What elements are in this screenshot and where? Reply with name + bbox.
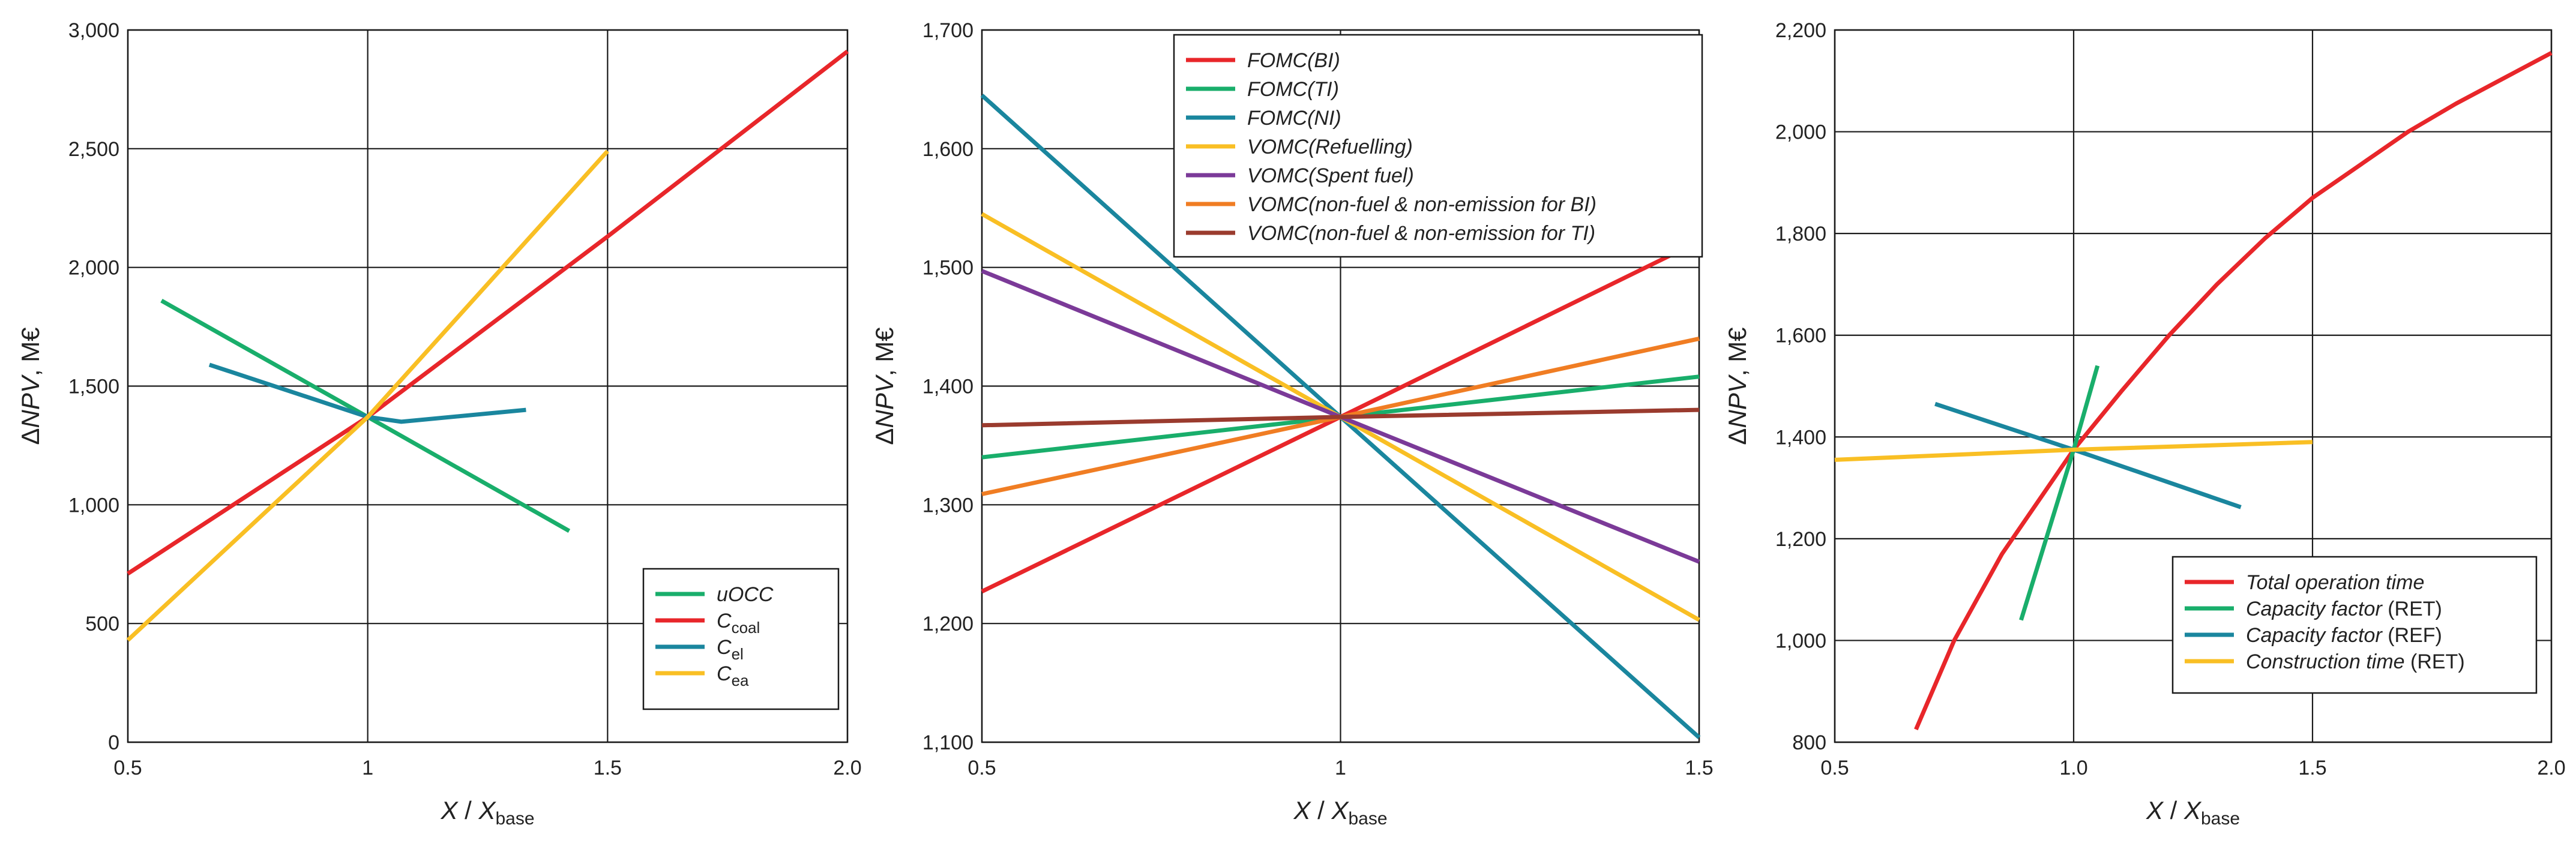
plot-frame [127, 29, 849, 743]
legend-label-c-el: Cel [717, 636, 744, 663]
series-line-c-ea [126, 149, 609, 642]
plot-frame [981, 29, 1700, 743]
y-tick-label: 1,200 [1775, 528, 1826, 551]
y-tick-label: 1,200 [922, 613, 974, 635]
x-tick-label: 2.0 [833, 757, 861, 779]
legend-label-capacity-factor-ret: Capacity factor (RET) [2246, 598, 2442, 620]
y-tick-label: 3,000 [68, 19, 119, 42]
x-axis-title: X / Xbase [1293, 796, 1387, 829]
y-tick-label: 0 [108, 731, 119, 754]
y-tick-label: 1,400 [922, 376, 974, 398]
y-tick-label: 800 [1792, 731, 1826, 754]
series-line-c-coal [127, 49, 849, 576]
legend: FOMC(BI) FOMC(TI) FOMC(NI) VOMC(Refuelling)… [1173, 34, 1703, 258]
series-line-c-el [208, 362, 526, 424]
y-tick-label: 2,000 [68, 257, 119, 280]
legend-label-fomc-ni: FOMC(NI) [1247, 107, 1341, 130]
legend-label-total-operation-time: Total operation time [2246, 571, 2424, 594]
y-tick-label: 2,200 [1775, 19, 1826, 42]
legend-label-vomc-non-fuel-non-emission-for-ti: VOMC(non-fuel & non-emission for TI) [1247, 222, 1595, 245]
y-tick-label: 1,400 [1775, 426, 1826, 449]
series-line-total-operation-time [1914, 51, 2553, 731]
y-tick-label: 2,000 [1775, 121, 1826, 144]
x-tick-label: 1.5 [594, 757, 622, 779]
y-tick-label: 1,700 [922, 19, 974, 42]
legend-label-vomc-refuelling: VOMC(Refuelling) [1247, 136, 1413, 158]
chart-operation-parameters: 800 1,000 1,200 1,400 1,600 1,800 2,000 2,200 0.… [1723, 19, 2566, 829]
legend-label-capacity-factor-ref: Capacity factor (REF) [2246, 624, 2442, 647]
y-tick-label: 1,600 [1775, 325, 1826, 347]
y-tick-label: 1,100 [922, 731, 974, 754]
y-tick-label: 500 [85, 613, 119, 635]
legend-label-construction-time-ret: Construction time (RET) [2246, 650, 2465, 673]
legend: Total operation time Capacity factor (RET… [2171, 556, 2538, 694]
y-axis-title: ΔNPV, M€ [1723, 327, 1751, 445]
legend-label-uocc: uOCC [717, 583, 774, 606]
y-tick-label: 1,000 [68, 494, 119, 517]
x-tick-label: 0.5 [113, 757, 142, 779]
y-tick-label: 1,800 [1775, 223, 1826, 245]
y-tick-label: 1,500 [68, 376, 119, 398]
series-line-construction-time-ret [1834, 440, 2313, 462]
y-axis-title: ΔNPV, M€ [16, 327, 44, 445]
legend-label-vomc-non-fuel-non-emission-for-bi: VOMC(non-fuel & non-emission for BI) [1247, 193, 1596, 216]
legend-box [2171, 556, 2538, 694]
x-tick-label: 2.0 [2537, 757, 2565, 779]
plot-frame [1834, 29, 2553, 743]
x-axis-title: X / Xbase [2146, 796, 2240, 829]
legend-label-c-ea: Cea [717, 662, 749, 689]
legend-box [1173, 34, 1703, 258]
x-tick-label: 1.0 [2059, 757, 2087, 779]
chart-coal-plant: 0 500 1,000 1,500 2,000 2,500 3,000 0.5 1 1.5 2.0 X… [16, 19, 862, 829]
x-tick-label: 0.5 [968, 757, 996, 779]
y-tick-label: 1,300 [922, 494, 974, 517]
y-tick-label: 1,600 [922, 138, 974, 161]
legend-label-fomc-ti: FOMC(TI) [1247, 78, 1339, 101]
x-tick-label: 0.5 [1820, 757, 1849, 779]
x-tick-label: 1 [1335, 757, 1346, 779]
x-tick-label: 1.5 [1685, 757, 1713, 779]
y-tick-label: 1,500 [922, 257, 974, 280]
y-tick-label: 1,000 [1775, 629, 1826, 652]
x-axis-title: X / Xbase [440, 796, 534, 829]
legend-label-vomc-spent-fuel: VOMC(Spent fuel) [1247, 164, 1414, 187]
y-tick-label: 2,500 [68, 138, 119, 161]
x-tick-label: 1.5 [2298, 757, 2326, 779]
x-tick-label: 1 [362, 757, 373, 779]
legend-label-fomc-bi: FOMC(BI) [1247, 49, 1340, 72]
series-line-vomc-non-fuel-non-emission-for-ti [981, 407, 1700, 428]
y-axis-title: ΔNPV, M€ [870, 327, 898, 445]
chart-om-costs: 1,100 1,200 1,300 1,400 1,500 1,600 1,700 0.5 1 1… [870, 19, 1714, 829]
legend-label-c-coal: Ccoal [717, 610, 760, 637]
